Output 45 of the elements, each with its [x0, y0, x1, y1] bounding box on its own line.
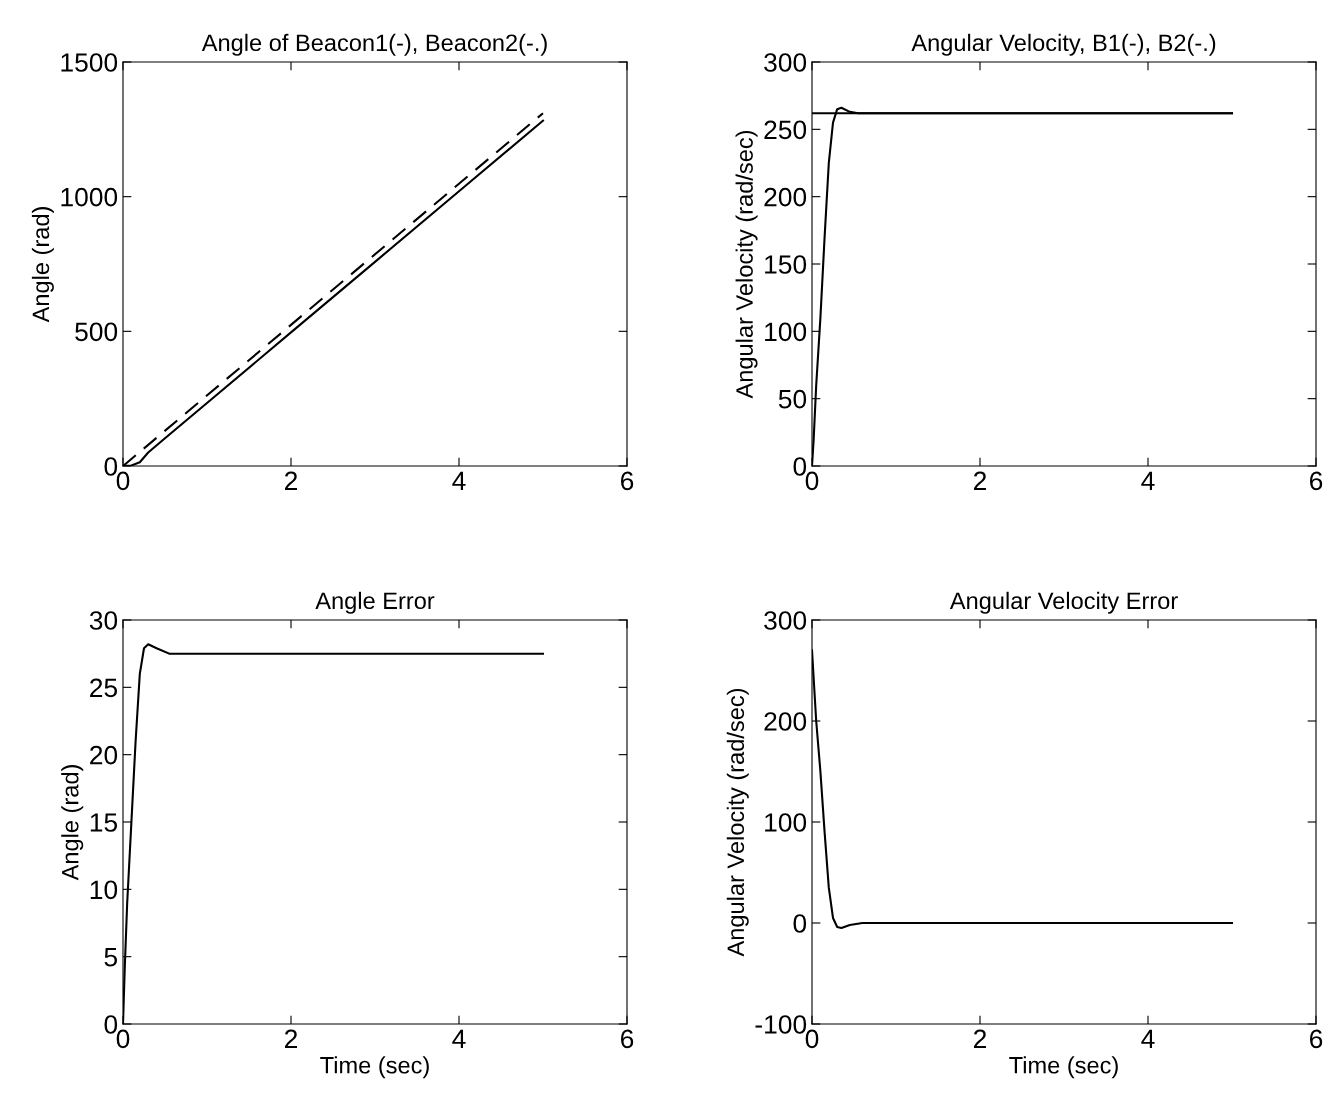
y-tick-label: 100	[765, 322, 807, 342]
y-axis-title: Angular Velocity (rad/sec)	[726, 688, 749, 957]
y-tick-label: 20	[90, 745, 118, 765]
x-tick-label: 2	[973, 471, 987, 490]
x-tick-label: 2	[284, 471, 298, 490]
y-tick-label: 0	[104, 457, 118, 476]
x-tick-label: 4	[452, 471, 466, 490]
x-tick-label: 4	[1141, 471, 1155, 490]
y-tick-label: 300	[764, 611, 807, 630]
x-tick-label: 6	[1310, 1029, 1323, 1049]
y-tick-label: 0	[793, 457, 807, 476]
y-tick-label: 30	[89, 611, 118, 630]
y-tick-label: 200	[764, 712, 807, 731]
y-tick-label: 150	[765, 255, 807, 274]
y-tick-label: 1500	[61, 53, 118, 72]
chart-title: Angular Velocity, B1(-), B2(-.)	[911, 33, 1216, 56]
x-tick-label: 4	[452, 1029, 466, 1048]
y-tick-label: 5	[104, 948, 118, 967]
y-tick-label: 300	[764, 53, 807, 72]
x-tick-label: 6	[1310, 471, 1323, 491]
y-tick-label: 15	[90, 813, 118, 832]
y-tick-label: 10	[90, 880, 118, 900]
x-axis-title: Time (sec)	[1009, 1056, 1118, 1079]
y-tick-label: 0	[104, 1015, 118, 1034]
y-tick-label: 0	[793, 914, 807, 933]
x-tick-label: 4	[1141, 1029, 1155, 1048]
y-axis-title: Angle (rad)	[31, 207, 54, 323]
chart-title: Angular Velocity Error	[949, 591, 1178, 614]
y-tick-label: 200	[764, 187, 807, 207]
x-tick-label: 2	[284, 1029, 298, 1048]
x-tick-label: 6	[621, 1029, 634, 1049]
y-tick-label: 500	[75, 322, 118, 342]
x-tick-label: 6	[621, 471, 634, 491]
x-tick-label: 2	[973, 1029, 987, 1048]
y-tick-label: 100	[765, 813, 807, 832]
y-tick-label: 25	[90, 678, 118, 698]
y-axis-title: Angular Velocity (rad/sec)	[735, 130, 758, 399]
y-tick-label: 250	[764, 120, 807, 140]
x-axis-title: Time (sec)	[320, 1056, 429, 1079]
y-tick-label: -100	[755, 1015, 807, 1034]
chart-title: Angle of Beacon1(-), Beacon2(-.)	[201, 33, 547, 56]
y-tick-label: 50	[778, 389, 807, 409]
chart-title: Angle Error	[315, 591, 435, 614]
y-tick-label: 1000	[61, 187, 118, 207]
y-axis-title: Angle (rad)	[61, 765, 84, 881]
